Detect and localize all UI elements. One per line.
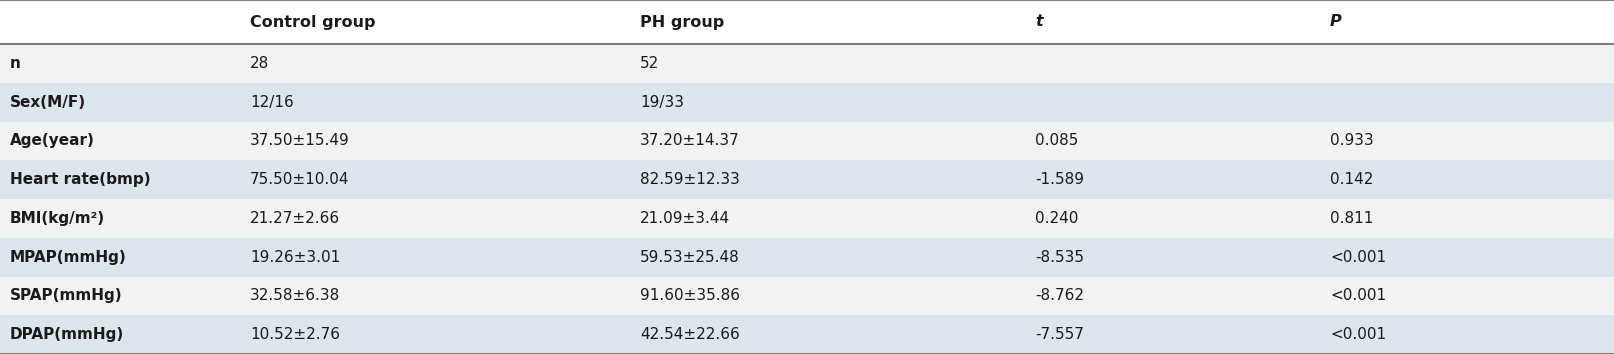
Text: 0.811: 0.811 xyxy=(1330,211,1372,226)
Text: 59.53±25.48: 59.53±25.48 xyxy=(639,250,739,265)
Text: 28: 28 xyxy=(250,56,270,71)
Text: DPAP(mmHg): DPAP(mmHg) xyxy=(10,327,124,342)
Text: MPAP(mmHg): MPAP(mmHg) xyxy=(10,250,126,265)
Text: 32.58±6.38: 32.58±6.38 xyxy=(250,289,341,303)
Text: Heart rate(bmp): Heart rate(bmp) xyxy=(10,172,150,187)
Bar xyxy=(0,276,1614,315)
Text: 37.20±14.37: 37.20±14.37 xyxy=(639,133,739,148)
Text: 19.26±3.01: 19.26±3.01 xyxy=(250,250,341,265)
Text: 21.09±3.44: 21.09±3.44 xyxy=(639,211,730,226)
Text: SPAP(mmHg): SPAP(mmHg) xyxy=(10,289,123,303)
Text: 91.60±35.86: 91.60±35.86 xyxy=(639,289,739,303)
Text: 37.50±15.49: 37.50±15.49 xyxy=(250,133,350,148)
Text: Age(year): Age(year) xyxy=(10,133,95,148)
Text: -7.557: -7.557 xyxy=(1035,327,1083,342)
Text: -8.762: -8.762 xyxy=(1035,289,1083,303)
Text: 0.933: 0.933 xyxy=(1330,133,1374,148)
Text: 19/33: 19/33 xyxy=(639,95,684,110)
Text: t: t xyxy=(1035,15,1043,29)
Text: 10.52±2.76: 10.52±2.76 xyxy=(250,327,341,342)
Bar xyxy=(0,238,1614,276)
Bar xyxy=(0,0,1614,44)
Text: -8.535: -8.535 xyxy=(1035,250,1083,265)
Text: 12/16: 12/16 xyxy=(250,95,294,110)
Text: 0.085: 0.085 xyxy=(1035,133,1078,148)
Bar xyxy=(0,160,1614,199)
Bar xyxy=(0,44,1614,83)
Text: <0.001: <0.001 xyxy=(1330,289,1385,303)
Text: 75.50±10.04: 75.50±10.04 xyxy=(250,172,349,187)
Text: 0.142: 0.142 xyxy=(1330,172,1372,187)
Text: Sex(M/F): Sex(M/F) xyxy=(10,95,86,110)
Text: PH group: PH group xyxy=(639,15,723,29)
Text: 21.27±2.66: 21.27±2.66 xyxy=(250,211,341,226)
Text: Control group: Control group xyxy=(250,15,376,29)
Text: 52: 52 xyxy=(639,56,659,71)
Bar xyxy=(0,83,1614,121)
Text: -1.589: -1.589 xyxy=(1035,172,1083,187)
Text: P: P xyxy=(1330,15,1341,29)
Text: BMI(kg/m²): BMI(kg/m²) xyxy=(10,211,105,226)
Text: n: n xyxy=(10,56,21,71)
Text: 0.240: 0.240 xyxy=(1035,211,1078,226)
Text: 82.59±12.33: 82.59±12.33 xyxy=(639,172,739,187)
Text: 42.54±22.66: 42.54±22.66 xyxy=(639,327,739,342)
Text: <0.001: <0.001 xyxy=(1330,250,1385,265)
Bar xyxy=(0,315,1614,354)
Bar xyxy=(0,121,1614,160)
Text: <0.001: <0.001 xyxy=(1330,327,1385,342)
Bar xyxy=(0,199,1614,238)
